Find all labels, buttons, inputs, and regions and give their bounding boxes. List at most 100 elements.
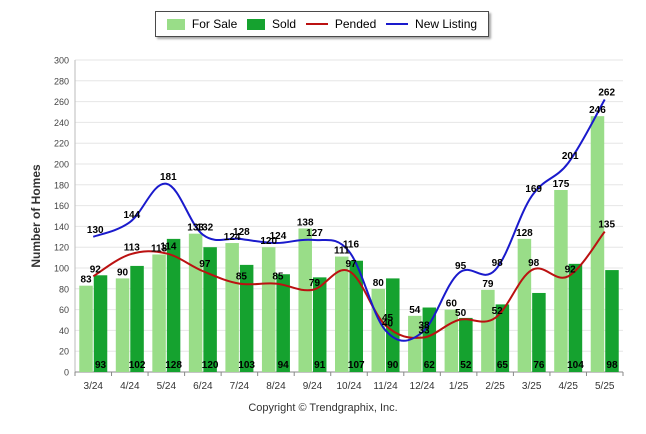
data-label-sold: 52 <box>460 360 472 371</box>
y-tick-label: 280 <box>54 76 69 86</box>
data-label-sold: 91 <box>314 360 326 371</box>
data-label-pended: 85 <box>236 272 248 283</box>
line-pended <box>92 230 606 339</box>
data-label-new-listing: 40 <box>382 318 394 329</box>
data-label-for-sale: 83 <box>80 275 92 286</box>
data-label-for-sale: 128 <box>516 228 533 239</box>
bar-sold <box>239 264 254 372</box>
bar-for-sale <box>188 233 203 372</box>
bar-for-sale <box>590 116 605 372</box>
x-tick-label: 10/24 <box>336 381 361 392</box>
bar-for-sale <box>152 254 166 372</box>
data-label-pended: 52 <box>492 306 504 317</box>
bar-for-sale <box>371 288 386 372</box>
legend-swatch-sold <box>247 18 266 30</box>
bar-for-sale <box>298 228 312 372</box>
data-label-new-listing: 130 <box>87 225 104 236</box>
x-tick-label: 1/25 <box>449 381 469 392</box>
data-label-sold: 62 <box>424 360 436 371</box>
x-tick-label: 8/24 <box>266 381 286 392</box>
y-tick-label: 120 <box>54 243 69 253</box>
y-tick-label: 60 <box>59 305 69 315</box>
bar-sold <box>93 275 108 372</box>
data-label-sold: 93 <box>95 360 107 371</box>
y-tick-label: 260 <box>54 97 69 107</box>
x-tick-label: 3/25 <box>522 381 542 392</box>
bar-for-sale <box>79 285 93 372</box>
x-tick-label: 5/24 <box>157 381 177 392</box>
data-label-for-sale: 111 <box>334 246 350 257</box>
bar-for-sale <box>261 247 276 372</box>
chart-legend: For Sale Sold Pended New Listing <box>155 11 489 37</box>
y-tick-label: 0 <box>64 368 69 378</box>
x-tick-label: 2/25 <box>485 381 505 392</box>
bar-for-sale <box>335 256 349 372</box>
data-label-pended: 97 <box>345 259 357 270</box>
data-label-pended: 33 <box>419 326 431 337</box>
data-label-pended: 92 <box>565 264 577 275</box>
data-label-for-sale: 175 <box>553 179 570 190</box>
bar-for-sale <box>554 190 568 372</box>
data-label-for-sale: 138 <box>297 217 314 228</box>
y-tick-label: 20 <box>59 347 69 357</box>
bar-for-sale <box>481 289 495 372</box>
y-tick-label: 220 <box>54 139 69 149</box>
y-tick-label: 300 <box>54 56 69 66</box>
y-tick-label: 40 <box>59 326 69 336</box>
bar-sold <box>312 277 327 372</box>
data-label-new-listing: 201 <box>562 151 579 162</box>
x-tick-label: 11/24 <box>373 381 398 392</box>
data-label-for-sale: 60 <box>446 299 458 310</box>
data-label-for-sale: 113 <box>151 243 168 254</box>
line-new-listing <box>92 99 606 342</box>
data-label-for-sale: 90 <box>117 267 129 278</box>
data-label-new-listing: 116 <box>343 239 360 250</box>
data-label-sold: 104 <box>567 360 584 371</box>
x-tick-label: 12/24 <box>410 381 435 392</box>
data-label-pended: 113 <box>124 242 141 253</box>
data-label-pended: 92 <box>90 264 102 275</box>
bar-sold <box>386 278 400 372</box>
legend-swatch-pended <box>305 23 328 25</box>
data-label-new-listing: 95 <box>455 261 467 272</box>
data-label-new-listing: 127 <box>306 228 323 239</box>
y-tick-label: 140 <box>54 222 69 232</box>
data-label-new-listing: 144 <box>123 210 140 221</box>
legend-swatch-for-sale <box>166 18 185 30</box>
data-label-for-sale: 54 <box>409 305 421 316</box>
data-label-sold: 90 <box>387 360 399 371</box>
y-tick-label: 160 <box>54 201 69 211</box>
data-label-for-sale: 79 <box>482 279 494 290</box>
bar-sold <box>532 292 546 372</box>
y-tick-label: 200 <box>54 160 69 170</box>
bar-sold <box>459 317 473 372</box>
data-label-for-sale: 80 <box>373 278 385 289</box>
legend-label-new-listing: New Listing <box>415 17 478 31</box>
y-tick-label: 100 <box>54 264 69 274</box>
data-label-new-listing: 38 <box>419 320 431 331</box>
data-label-sold: 102 <box>129 360 146 371</box>
x-tick-label: 7/24 <box>230 381 250 392</box>
bar-sold <box>166 238 181 372</box>
data-label-sold: 94 <box>278 360 290 371</box>
bar-sold <box>568 263 583 372</box>
legend-label-sold: Sold <box>272 17 297 31</box>
data-label-for-sale: 133 <box>187 223 204 234</box>
y-tick-label: 240 <box>54 118 69 128</box>
data-label-pended: 135 <box>598 220 615 231</box>
legend-label-pended: Pended <box>334 17 377 31</box>
bar-for-sale <box>408 315 422 372</box>
x-tick-label: 6/24 <box>193 381 213 392</box>
data-label-new-listing: 128 <box>233 227 250 238</box>
data-label-sold: 98 <box>606 360 618 371</box>
data-label-new-listing: 98 <box>492 258 504 269</box>
x-tick-label: 9/24 <box>303 381 323 392</box>
bar-sold <box>276 274 290 372</box>
data-label-sold: 120 <box>202 360 219 371</box>
data-label-new-listing: 132 <box>197 223 214 234</box>
bar-for-sale <box>225 243 239 372</box>
legend-item-sold: Sold <box>247 17 296 31</box>
data-label-pended: 85 <box>272 272 284 283</box>
